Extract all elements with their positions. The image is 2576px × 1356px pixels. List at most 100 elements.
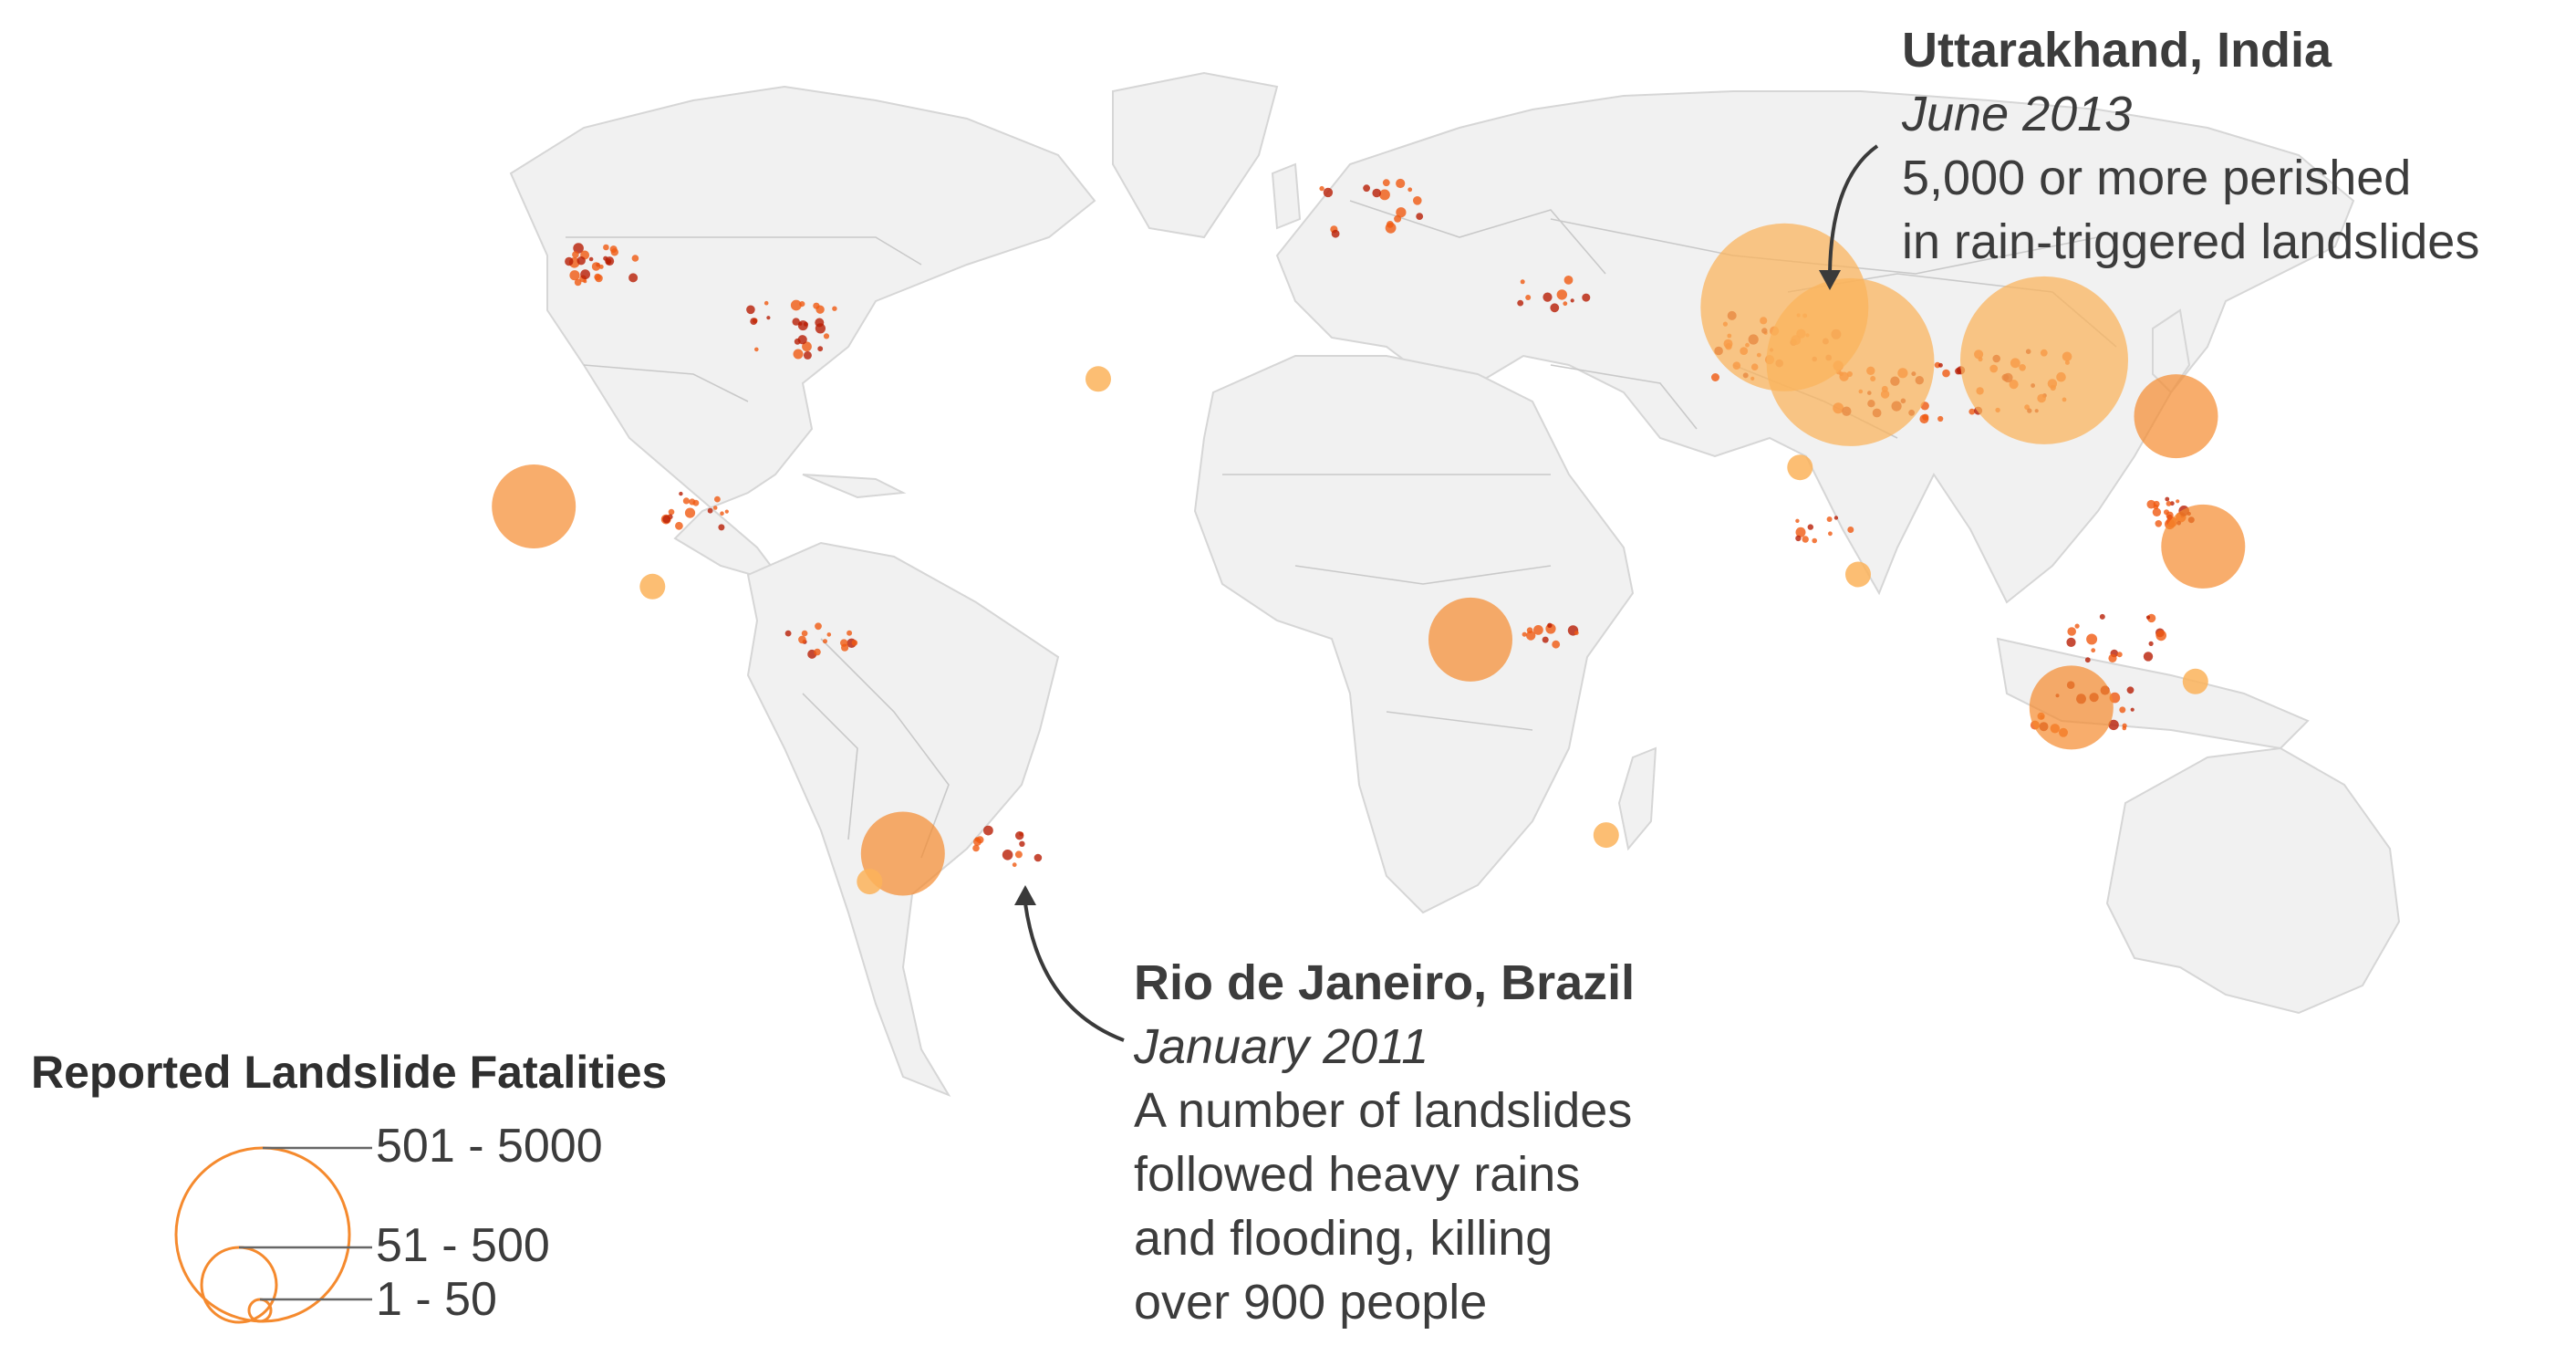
landslide-dot xyxy=(2130,707,2135,712)
fatality-circle-large xyxy=(1960,276,2128,444)
landslide-dot xyxy=(2116,652,2123,658)
landslide-dot xyxy=(1556,289,1568,300)
landslide-dot xyxy=(1563,276,1574,285)
landslide-dot xyxy=(1520,279,1525,285)
landslide-dot xyxy=(2176,499,2180,504)
landslide-dot xyxy=(714,495,721,503)
landslide-dot xyxy=(1015,831,1024,840)
landslide-dot xyxy=(2108,719,2119,731)
landslide-dot xyxy=(1533,625,1543,635)
landslide-dot xyxy=(826,632,832,637)
annotation-line: in rain-triggered landslides xyxy=(1902,214,2480,269)
landslide-dot xyxy=(797,320,808,331)
landslide-dot xyxy=(606,260,611,265)
landslide-dot xyxy=(766,316,771,320)
landslide-dot xyxy=(684,507,696,518)
landslide-dot xyxy=(692,499,700,506)
landslide-dot xyxy=(798,635,806,644)
landslide-dot xyxy=(802,341,812,352)
landslide-dot xyxy=(815,622,822,631)
landslide-dot xyxy=(784,630,792,637)
landslide-dot xyxy=(1795,527,1806,537)
annotation-place: Rio de Janeiro, Brazil xyxy=(1134,955,1636,1010)
landslide-dot xyxy=(746,305,755,315)
landslide-dot xyxy=(1826,516,1833,522)
usa-canada-border xyxy=(566,236,922,266)
landslide-dot xyxy=(2145,615,2151,620)
middle-east-borders xyxy=(1550,364,1698,430)
fatality-circle-large xyxy=(1700,223,1869,391)
landslide-dot xyxy=(1812,537,1817,544)
landslide-dot xyxy=(2122,723,2127,728)
fatality-circles xyxy=(492,223,2246,896)
fatality-circle-small xyxy=(1593,822,1619,849)
landslide-dot xyxy=(679,491,683,496)
landslide-dot xyxy=(815,318,825,328)
legend-label-small: 1 - 50 xyxy=(376,1273,497,1326)
landslide-dot xyxy=(1937,415,1944,422)
annotation-line: A number of landslides xyxy=(1134,1083,1633,1138)
andes-borders xyxy=(802,693,858,840)
landslide-dot xyxy=(1319,185,1324,192)
landslide-dot xyxy=(2066,637,2076,648)
landslide-dot xyxy=(2074,623,2080,629)
landslide-dot xyxy=(1938,362,1943,368)
landslide-dot xyxy=(1711,373,1719,381)
landslide-dot xyxy=(1802,536,1809,543)
landslide-dot xyxy=(2165,496,2170,502)
landslide-dot xyxy=(662,515,671,524)
landslide-dot xyxy=(1582,293,1591,302)
fatality-circle-small xyxy=(639,573,666,600)
landslide-dot xyxy=(628,273,639,283)
landslide-dot xyxy=(1014,850,1023,859)
annotation-line: 5,000 or more perished xyxy=(1902,151,2412,205)
landslide-dot xyxy=(1396,207,1407,218)
europe-borders xyxy=(1349,200,1606,275)
legend-title: Reported Landslide Fatalities xyxy=(31,1047,668,1098)
landslide-dot xyxy=(576,256,586,266)
landslide-dot xyxy=(1542,636,1549,643)
fatality-circle-small xyxy=(1085,366,1111,392)
landslide-dot xyxy=(1807,524,1814,530)
australia-landmass xyxy=(2105,746,2401,1015)
landslide-dot xyxy=(595,274,603,283)
uk-landmass xyxy=(1271,162,1302,230)
landslide-dot xyxy=(610,248,618,256)
landslide-dot xyxy=(1828,531,1833,537)
fatality-circle-medium xyxy=(1428,597,1512,682)
fatality-circle-medium xyxy=(2029,665,2114,750)
landslide-dot xyxy=(1517,299,1524,307)
landslide-dot xyxy=(1522,631,1527,637)
landslide-dot xyxy=(2126,686,2135,694)
landslide-dot xyxy=(1547,622,1553,628)
annotation-place: Uttarakhand, India xyxy=(1902,23,2332,78)
landslide-dot xyxy=(712,506,718,510)
uttarakhand-arrowhead xyxy=(1819,270,1841,290)
landslide-dot xyxy=(1526,627,1533,633)
landslide-dot xyxy=(675,521,683,530)
landslide-dot xyxy=(2146,499,2156,509)
legend-circles xyxy=(174,1146,372,1324)
africa-borders-south xyxy=(1386,711,1533,731)
landslide-dot xyxy=(1542,292,1553,302)
landslide-dot xyxy=(1795,518,1800,523)
annotation-date: January 2011 xyxy=(1134,1019,1429,1074)
landslide-dot xyxy=(2166,511,2174,519)
usa-mexico-border xyxy=(583,364,749,402)
landslide-dot xyxy=(718,524,725,531)
landslide-dot xyxy=(750,318,758,325)
landslide-dot xyxy=(1382,179,1390,187)
landslide-dot xyxy=(2155,630,2166,641)
landslide-dot xyxy=(1968,408,1976,415)
landslide-dot xyxy=(817,346,824,352)
caribbean-landmass xyxy=(802,474,907,499)
landslide-dot xyxy=(720,511,724,516)
landslide-dot xyxy=(569,270,580,281)
landslide-dot xyxy=(840,639,848,647)
landslide-dot xyxy=(583,279,587,284)
fatality-circle-medium xyxy=(860,811,945,896)
landslide-dot xyxy=(972,844,980,852)
landslide-dot xyxy=(1942,369,1950,378)
landslide-dot xyxy=(2067,627,2076,636)
